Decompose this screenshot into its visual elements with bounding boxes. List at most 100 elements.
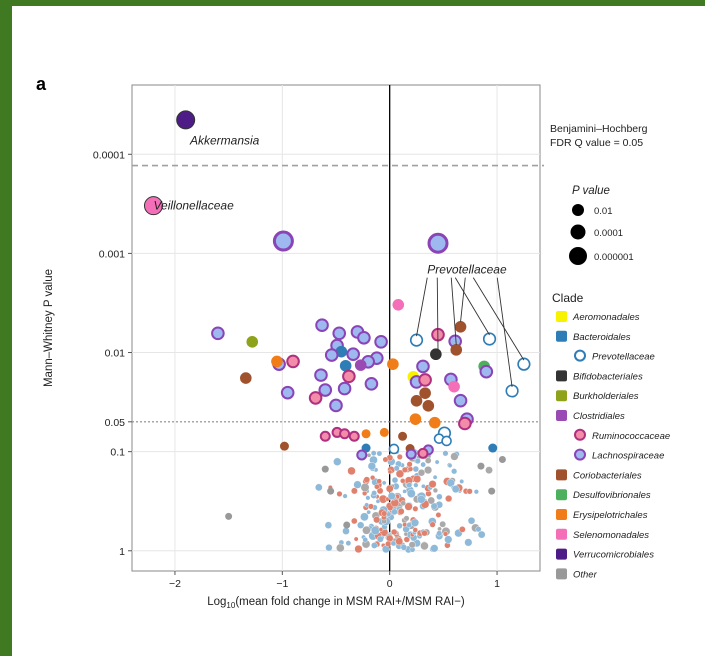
data-point-ruminococcaceae[interactable] — [458, 416, 472, 431]
data-point-lachnospiraceae[interactable] — [356, 449, 368, 461]
data-point-background[interactable] — [387, 492, 396, 500]
data-point-background[interactable] — [367, 503, 374, 510]
data-point-background[interactable] — [345, 540, 352, 546]
data-point-lachnospiraceae[interactable] — [272, 230, 294, 252]
data-point-background[interactable] — [353, 480, 362, 489]
data-point-lachnospiraceae[interactable] — [416, 359, 430, 374]
data-point-background[interactable] — [404, 502, 413, 511]
data-point-background[interactable] — [386, 534, 394, 542]
data-point-other[interactable] — [327, 487, 335, 495]
data-point-ruminococcaceae[interactable] — [286, 354, 300, 369]
data-point-background[interactable] — [362, 537, 368, 543]
data-point-background[interactable] — [385, 484, 394, 493]
data-point-lachnospiraceae[interactable] — [332, 326, 347, 341]
data-point-background[interactable] — [436, 493, 443, 500]
data-point-background[interactable] — [414, 457, 421, 465]
data-point-background[interactable] — [381, 510, 388, 517]
data-point-background[interactable] — [421, 529, 428, 537]
data-point-lachnospiraceae[interactable] — [427, 232, 449, 254]
data-point-background[interactable] — [464, 538, 473, 547]
data-point-ruminococcaceae[interactable] — [308, 391, 323, 405]
data-point-background[interactable] — [363, 476, 371, 484]
data-point-other[interactable] — [225, 512, 233, 520]
data-point-other[interactable] — [321, 465, 329, 473]
data-point-background[interactable] — [435, 512, 442, 518]
data-point-background[interactable] — [387, 469, 393, 475]
data-point-coriobacteriales[interactable] — [410, 395, 423, 407]
data-point-coriobacteriales[interactable] — [398, 431, 408, 441]
data-point-background[interactable] — [466, 488, 473, 495]
data-point-background[interactable] — [451, 468, 458, 475]
data-point-background[interactable] — [401, 466, 409, 473]
data-point-erysipelotrichales[interactable] — [428, 416, 441, 429]
data-point-background[interactable] — [439, 520, 447, 528]
data-point-background[interactable] — [475, 526, 482, 533]
data-point-background[interactable] — [353, 536, 359, 542]
data-point-bifidobacteriales[interactable] — [430, 348, 442, 361]
data-point-background[interactable] — [413, 475, 422, 484]
data-point-background[interactable] — [376, 478, 382, 485]
data-point-selenomonadales[interactable] — [448, 380, 460, 393]
data-point-background[interactable] — [336, 543, 345, 553]
data-point-selenomonadales[interactable] — [392, 298, 405, 311]
data-point-background[interactable] — [374, 484, 380, 490]
data-point-clostridiales[interactable] — [354, 359, 367, 371]
data-point-background[interactable] — [400, 544, 408, 551]
data-point-coriobacteriales[interactable] — [279, 441, 289, 451]
data-point-background[interactable] — [362, 525, 371, 535]
data-point-background[interactable] — [366, 453, 372, 458]
data-point-background[interactable] — [447, 463, 453, 468]
data-point-background[interactable] — [417, 495, 426, 504]
data-point-background[interactable] — [434, 459, 440, 465]
data-point-selenomonadales[interactable] — [143, 196, 163, 216]
data-point-prevotellaceae[interactable] — [517, 357, 531, 371]
data-point-other[interactable] — [498, 455, 506, 463]
data-point-background[interactable] — [367, 462, 376, 471]
data-point-background[interactable] — [400, 478, 406, 484]
data-point-background[interactable] — [350, 487, 358, 495]
data-point-background[interactable] — [406, 489, 416, 498]
data-point-erysipelotrichales[interactable] — [387, 358, 399, 370]
data-point-erysipelotrichales[interactable] — [409, 413, 422, 425]
data-point-background[interactable] — [390, 528, 398, 536]
data-point-background[interactable] — [396, 522, 403, 529]
data-point-other[interactable] — [488, 487, 496, 495]
data-point-background[interactable] — [421, 484, 426, 489]
data-point-background[interactable] — [413, 482, 419, 488]
data-point-other[interactable] — [477, 462, 485, 470]
data-point-background[interactable] — [371, 542, 378, 549]
data-point-background[interactable] — [360, 512, 369, 522]
data-point-erysipelotrichales[interactable] — [379, 427, 389, 437]
data-point-ruminococcaceae[interactable] — [342, 369, 356, 384]
data-point-background[interactable] — [325, 543, 333, 552]
data-point-background[interactable] — [382, 456, 389, 463]
data-point-background[interactable] — [371, 490, 377, 496]
data-point-background[interactable] — [417, 469, 426, 477]
data-point-background[interactable] — [446, 478, 455, 488]
data-point-verrucomicrobiales[interactable] — [176, 110, 196, 130]
data-point-background[interactable] — [407, 466, 414, 472]
data-point-background[interactable] — [376, 450, 383, 457]
data-point-background[interactable] — [397, 508, 405, 515]
data-point-bacteroidales[interactable] — [488, 443, 498, 453]
data-point-background[interactable] — [436, 530, 443, 537]
data-point-ruminococcaceae[interactable] — [348, 430, 360, 442]
data-point-background[interactable] — [393, 465, 400, 472]
data-point-coriobacteriales[interactable] — [419, 387, 431, 399]
data-point-lachnospiraceae[interactable] — [357, 330, 371, 345]
data-point-background[interactable] — [354, 544, 363, 554]
data-point-background[interactable] — [432, 487, 439, 494]
data-point-background[interactable] — [412, 527, 419, 533]
data-point-prevotellaceae[interactable] — [388, 443, 400, 455]
data-point-background[interactable] — [430, 544, 439, 553]
data-point-other[interactable] — [343, 521, 351, 529]
data-point-background[interactable] — [477, 530, 486, 539]
data-point-ruminococcaceae[interactable] — [417, 447, 429, 459]
data-point-background[interactable] — [381, 480, 387, 486]
data-point-lachnospiraceae[interactable] — [405, 448, 417, 460]
data-point-coriobacteriales[interactable] — [450, 344, 463, 356]
data-point-background[interactable] — [420, 541, 429, 551]
data-point-lachnospiraceae[interactable] — [314, 368, 328, 382]
data-point-burkholderiales[interactable] — [246, 336, 259, 348]
data-point-background[interactable] — [451, 485, 460, 493]
